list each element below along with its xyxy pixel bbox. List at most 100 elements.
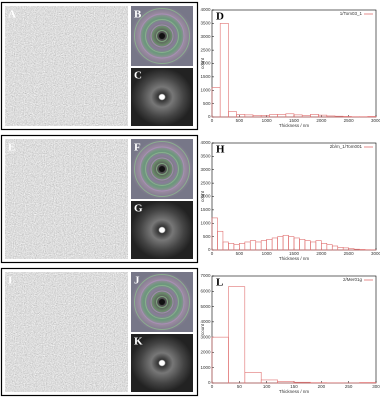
y-tick-label: 1000 [200,365,211,370]
bar [278,237,283,250]
y-tick-label: 2000 [200,350,211,355]
plot-frame [212,276,376,383]
bar [283,235,288,250]
bar [332,246,337,250]
bar [343,116,351,117]
panel-label: E [8,142,15,154]
y-axis-label: count [200,323,205,335]
center-spot [159,33,165,39]
bar [272,238,277,250]
bar [237,114,245,117]
y-tick-label: 2500 [200,180,211,185]
x-tick-label: 1000 [262,118,273,123]
bar [217,231,222,250]
panel-label: B [134,9,142,21]
bar [286,114,294,117]
legend-label: 2/Mer01g [343,277,363,282]
x-tick-label: 200 [318,384,326,389]
y-tick-label: 1500 [200,207,211,212]
y-axis-label: count [200,190,205,202]
y-tick-label: 3000 [200,34,211,39]
y-tick-label: 3500 [200,154,211,159]
x-axis-label: Thickness / nm [279,389,310,394]
y-tick-label: 4000 [200,7,211,12]
bar [338,247,343,250]
bar [299,239,304,250]
center-spot [159,299,165,305]
x-tick-label: 3000 [371,118,380,123]
bar [319,115,327,117]
bar [321,243,326,250]
y-tick-label: 3500 [200,21,211,26]
bar [267,239,272,250]
panel-label: C [134,70,142,82]
panel-label: L [216,277,223,289]
y-axis-label: count [200,57,205,69]
bar [289,237,294,250]
bar [253,115,261,117]
bar [212,88,220,117]
bar [294,238,299,250]
bar [310,242,315,250]
bar [305,241,310,250]
bar [245,115,253,117]
y-tick-label: 1000 [200,220,211,225]
x-tick-label: 0 [211,384,214,389]
x-tick-label: 500 [236,118,244,123]
x-tick-label: 3000 [371,251,380,256]
panel-label: I [8,275,12,287]
bar [343,248,348,250]
x-tick-label: 300 [372,384,380,389]
y-tick-label: 4000 [200,319,211,324]
bar [269,115,277,117]
y-tick-label: 6000 [200,288,211,293]
x-axis-label: Thickness / nm [279,123,310,128]
y-tick-label: 1500 [200,74,211,79]
x-axis-label: Thickness / nm [279,256,310,261]
x-tick-label: 50 [237,384,243,389]
y-tick-label: 5000 [200,304,211,309]
bar [250,241,255,250]
bar [245,242,250,250]
bar [261,241,266,250]
y-tick-label: 1000 [200,87,211,92]
bar [220,23,228,117]
panel-label: G [134,203,143,215]
panel-label: K [134,336,143,348]
bar [294,382,310,383]
bar [302,115,310,117]
bar [228,112,236,117]
bar [278,381,294,383]
micrograph [5,272,128,392]
bar [349,249,354,250]
x-tick-label: 0 [211,118,214,123]
y-tick-label: 7000 [200,273,211,278]
plot-frame [212,10,376,117]
bar [316,241,321,250]
legend-label: 2b/m_1/Tom001 [330,144,363,149]
x-tick-label: 2500 [344,118,355,123]
x-tick-label: 500 [236,251,244,256]
y-tick-label: 2500 [200,47,211,52]
x-tick-label: 2500 [344,251,355,256]
legend-label: 1/Tom03_1 [340,11,363,16]
x-tick-label: 1000 [262,251,273,256]
y-tick-label: 500 [203,101,211,106]
x-tick-label: 0 [211,251,214,256]
center-spot [159,166,165,172]
bar [256,242,261,250]
bar [354,249,359,250]
bar [360,249,365,250]
x-tick-label: 2000 [316,251,327,256]
panel-label: A [8,9,16,21]
micrograph [5,139,128,259]
plot-frame [212,143,376,250]
bar [368,116,376,117]
x-tick-label: 250 [345,384,353,389]
micrograph [5,6,128,126]
bar [212,218,217,250]
bar [234,245,239,250]
bar [335,116,343,117]
